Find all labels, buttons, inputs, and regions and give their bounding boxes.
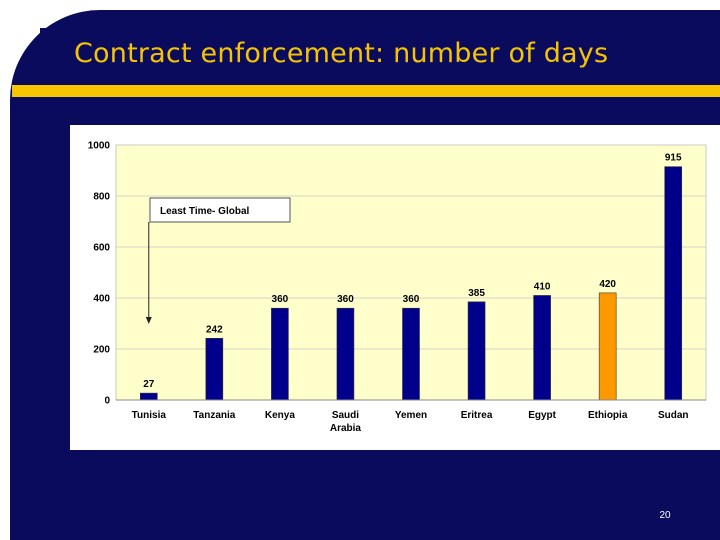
data-label: 360 bbox=[272, 294, 289, 305]
annotation-arrow-head bbox=[145, 317, 152, 324]
bar-tunisia bbox=[139, 392, 158, 401]
y-tick-label: 800 bbox=[93, 192, 110, 203]
accent-bar bbox=[12, 85, 720, 97]
bar-eritrea bbox=[467, 301, 486, 401]
x-axis-tick-labels: Tunisia Tanzania Kenya Saudi Arabia Yemen Erit… bbox=[132, 410, 689, 434]
bar-yemen bbox=[402, 307, 420, 401]
annotation-text: Least Time- Global bbox=[160, 206, 250, 217]
y-tick-label: 0 bbox=[104, 396, 110, 407]
data-label: 410 bbox=[534, 281, 551, 292]
y-axis-tick-labels: 0 200 400 600 800 1000 bbox=[88, 141, 111, 407]
x-tick-label: Sudan bbox=[658, 410, 689, 421]
x-tick-label: Kenya bbox=[265, 410, 295, 421]
chart-panel: 0 200 400 600 800 1000 27 242 360 360 360 385 410 42… bbox=[70, 125, 720, 450]
x-tick-label: Saudi bbox=[332, 410, 359, 421]
bar-chart: 0 200 400 600 800 1000 27 242 360 360 360 385 410 42… bbox=[88, 141, 707, 434]
annotation-box bbox=[149, 197, 291, 223]
annotation: Least Time- Global bbox=[145, 197, 291, 324]
x-tick-label: Yemen bbox=[395, 410, 427, 421]
bar-saudi-arabia bbox=[336, 307, 355, 401]
y-tick-label: 600 bbox=[93, 243, 110, 254]
slide-title: Contract enforcement: number of days bbox=[74, 38, 609, 69]
data-labels: 27 242 360 360 360 385 410 420 915 bbox=[143, 153, 682, 390]
y-tick-label: 1000 bbox=[88, 141, 111, 152]
bar-tanzania bbox=[205, 337, 224, 401]
bar-ethiopia bbox=[598, 292, 617, 401]
x-tick-label: Eritrea bbox=[461, 410, 493, 421]
page-number: 20 bbox=[659, 510, 671, 521]
y-tick-label: 400 bbox=[93, 294, 110, 305]
data-label: 360 bbox=[337, 294, 354, 305]
bar-egypt bbox=[533, 295, 551, 401]
data-label: 27 bbox=[143, 379, 155, 390]
x-tick-label: Tunisia bbox=[132, 410, 167, 421]
x-tick-label: Tanzania bbox=[193, 410, 235, 421]
title-band bbox=[40, 28, 720, 90]
y-tick-label: 200 bbox=[93, 345, 110, 356]
bar-kenya bbox=[271, 307, 289, 401]
x-tick-label: Ethiopia bbox=[588, 410, 628, 421]
data-label: 242 bbox=[206, 324, 223, 335]
x-tick-label: Arabia bbox=[330, 423, 362, 434]
bar-sudan bbox=[664, 166, 683, 401]
x-tick-label: Egypt bbox=[528, 410, 556, 421]
data-label: 420 bbox=[599, 279, 616, 290]
data-label: 915 bbox=[665, 153, 682, 164]
data-label: 360 bbox=[403, 294, 420, 305]
data-label: 385 bbox=[468, 288, 485, 299]
